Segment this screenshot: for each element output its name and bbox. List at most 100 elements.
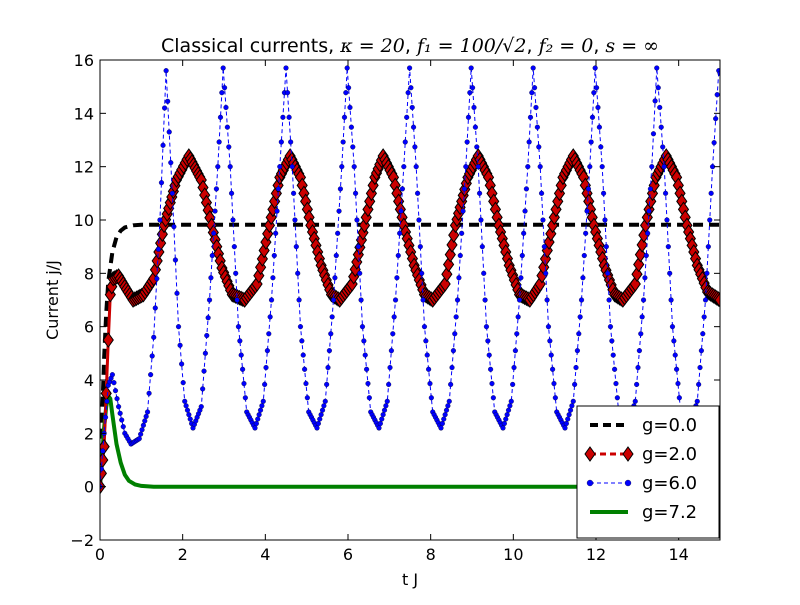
series-marker [599, 164, 605, 170]
title-f2: f₂ = 0 [537, 35, 594, 57]
series-marker [606, 297, 612, 303]
series-marker [300, 352, 306, 358]
series-marker [387, 365, 393, 371]
series-marker [598, 144, 604, 150]
series-marker [632, 398, 638, 404]
series-marker [562, 425, 568, 431]
series-marker [317, 416, 323, 422]
series-marker [545, 225, 557, 242]
series-marker [390, 331, 396, 337]
series-marker [640, 297, 647, 303]
series-marker [514, 331, 520, 337]
series-marker [467, 90, 473, 96]
legend-marker [624, 479, 632, 487]
series-marker [713, 116, 719, 122]
series-marker [636, 348, 642, 354]
series-marker [464, 139, 470, 145]
series-marker [548, 209, 560, 226]
series-marker [291, 190, 297, 196]
series-marker [154, 276, 160, 282]
series-marker [521, 230, 527, 236]
series-marker [268, 297, 275, 303]
series-marker [453, 314, 459, 320]
series-marker [533, 104, 539, 111]
series-marker [585, 186, 591, 192]
series-marker [100, 466, 104, 472]
series-marker [151, 334, 157, 340]
series-line [100, 222, 720, 487]
series-marker [580, 275, 586, 281]
series-marker [674, 366, 680, 372]
series-marker [366, 395, 372, 401]
x-tick-label: 12 [586, 545, 606, 564]
series-marker [426, 366, 432, 372]
series-marker [364, 193, 376, 210]
series-marker [645, 193, 657, 210]
series-marker [701, 314, 707, 320]
series-marker [271, 253, 277, 259]
series-marker [448, 381, 454, 387]
series-marker [603, 244, 609, 250]
series-marker [479, 244, 485, 250]
series-marker [555, 177, 567, 194]
x-tick-label: 8 [426, 545, 436, 564]
series-marker [650, 131, 657, 137]
series-marker [415, 190, 421, 196]
series-marker [592, 65, 598, 71]
series-marker [395, 253, 401, 259]
series-marker [639, 314, 645, 320]
series-marker [252, 425, 258, 431]
y-tick-label: 8 [84, 264, 94, 283]
series-marker [612, 366, 618, 372]
series-marker [576, 331, 582, 337]
series-marker [364, 366, 370, 372]
series-marker [328, 331, 334, 337]
series-marker [507, 403, 513, 409]
legend-marker [584, 446, 596, 462]
chart-title: Classical currents, κ = 20, f₁ = 100/√2,… [161, 35, 659, 57]
series-marker [536, 144, 542, 150]
series-marker [205, 315, 211, 321]
series-marker [211, 230, 217, 236]
title-kappa: κ = 20 [339, 35, 405, 57]
series-marker [421, 324, 428, 330]
series-marker [297, 324, 304, 330]
series-marker [380, 412, 386, 418]
series-marker [241, 381, 247, 387]
series-marker [471, 104, 477, 111]
series-marker [259, 403, 265, 409]
series-marker [578, 297, 585, 303]
series-marker [303, 381, 309, 387]
series-marker [216, 139, 222, 145]
series-marker [439, 421, 445, 427]
series-marker [401, 164, 407, 170]
series-marker [641, 209, 653, 226]
series-marker [227, 164, 233, 170]
series-marker [231, 244, 237, 250]
series-marker [512, 348, 518, 354]
series-marker [714, 292, 720, 308]
series-marker [391, 314, 397, 320]
series-marker [383, 403, 389, 409]
series-marker [253, 421, 259, 427]
series-marker [166, 129, 172, 135]
series-marker [441, 416, 447, 422]
series-marker [265, 209, 277, 226]
legend: g=0.0 g=2.0 g=6.0 g=7.2 [576, 405, 720, 539]
series-marker [319, 407, 326, 413]
series-marker [215, 164, 221, 170]
series-marker [646, 208, 652, 214]
series-marker [293, 244, 299, 250]
series-marker [569, 403, 575, 409]
series-marker [224, 124, 230, 130]
series-marker [605, 270, 611, 276]
series-marker [260, 398, 266, 404]
series-marker [672, 352, 678, 358]
series-marker [376, 425, 382, 431]
series-marker [201, 368, 207, 374]
series-marker [583, 230, 589, 236]
series-marker [256, 412, 262, 418]
series-marker [696, 381, 702, 387]
series-marker [588, 139, 594, 145]
